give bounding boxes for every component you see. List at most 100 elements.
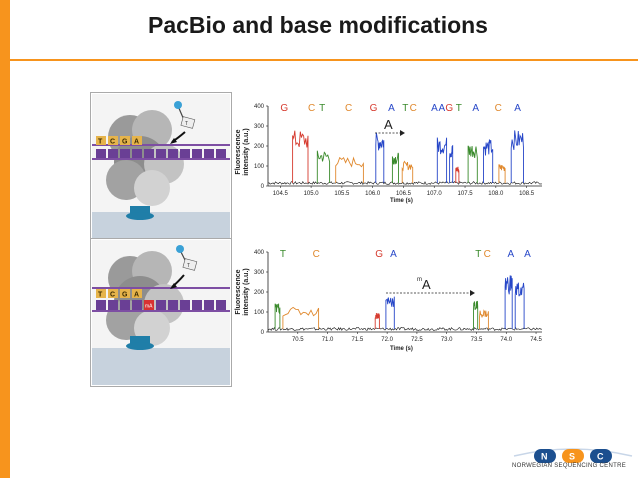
pulse-A bbox=[449, 145, 454, 183]
x-tick-label: 71.5 bbox=[352, 337, 364, 343]
pulse-A bbox=[436, 137, 448, 183]
base-call-C: C bbox=[313, 249, 320, 260]
x-tick-label: 73.0 bbox=[441, 337, 453, 343]
modified-base bbox=[144, 300, 154, 310]
base-call-C: C bbox=[410, 103, 417, 114]
base-call-A: A bbox=[439, 103, 446, 114]
labeled-nucleotide: T bbox=[170, 101, 196, 144]
template-strand: mA bbox=[96, 300, 226, 310]
baseline-trace bbox=[267, 180, 543, 185]
strand-letter: G bbox=[122, 292, 128, 299]
x-tick-label: 108.5 bbox=[519, 191, 535, 197]
y-tick-label: 300 bbox=[254, 270, 265, 276]
x-tick-label: 107.5 bbox=[458, 191, 474, 197]
pulse-C bbox=[479, 309, 489, 329]
y-tick-label: 100 bbox=[254, 310, 265, 316]
x-tick-label: 72.5 bbox=[411, 337, 423, 343]
annotation-superscript: m bbox=[417, 277, 422, 283]
strand-letter: A bbox=[134, 292, 139, 299]
x-tick-label: 72.0 bbox=[381, 337, 393, 343]
polymerase-schematic-1: T C G A T bbox=[90, 92, 232, 241]
modified-base-label: mA bbox=[145, 304, 153, 310]
pulse-A bbox=[483, 139, 494, 183]
x-tick-label: 74.5 bbox=[530, 337, 542, 343]
strand-letter: C bbox=[110, 292, 115, 299]
pulse-A bbox=[510, 130, 524, 183]
base-call-A: A bbox=[388, 103, 395, 114]
base-call-G: G bbox=[375, 249, 383, 260]
x-tick-label: 71.0 bbox=[322, 337, 334, 343]
y-tick-label: 0 bbox=[261, 330, 265, 336]
y-tick-label: 200 bbox=[254, 290, 265, 296]
x-tick-label: 105.5 bbox=[334, 191, 350, 197]
polymerase-schematic-2: mA T C G A T bbox=[90, 238, 232, 387]
pulse-G bbox=[374, 312, 380, 329]
base-call-A: A bbox=[431, 103, 438, 114]
pulse-A bbox=[375, 132, 385, 183]
strand-letter: A bbox=[134, 139, 139, 146]
synthesized-strand: T C G A bbox=[96, 136, 142, 146]
x-tick-label: 70.5 bbox=[292, 337, 304, 343]
figure-panel-2: mA T C G A T Fluorescence bbox=[90, 238, 548, 388]
x-tick-label: 73.5 bbox=[471, 337, 483, 343]
slide-title: PacBio and base modifications bbox=[148, 12, 488, 38]
logo-pill-s bbox=[562, 449, 584, 463]
base-call-A: A bbox=[514, 103, 521, 114]
base-call-A: A bbox=[390, 249, 397, 260]
base-call-C: C bbox=[345, 103, 352, 114]
base-call-G: G bbox=[280, 103, 288, 114]
pulse-C bbox=[498, 164, 506, 183]
pulse-T bbox=[473, 300, 479, 329]
base-call-T: T bbox=[280, 249, 286, 260]
base-call-C: C bbox=[308, 103, 315, 114]
y-axis-label-line1: Fluorescence bbox=[235, 269, 242, 314]
x-axis-label: Time (s) bbox=[390, 198, 413, 204]
x-tick-label: 74.0 bbox=[500, 337, 512, 343]
y-tick-label: 100 bbox=[254, 164, 265, 170]
logo-pill-c bbox=[590, 449, 612, 463]
pulse-C bbox=[282, 306, 320, 329]
trace-chart-2: Fluorescence intensity (a.u.) 400 300 200 1… bbox=[235, 249, 543, 352]
pulse-T bbox=[391, 152, 399, 183]
panel-2-svg: mA T C G A T Fluorescence bbox=[90, 238, 543, 387]
base-call-C: C bbox=[495, 103, 502, 114]
strand-letter: C bbox=[110, 139, 115, 146]
base-call-G: G bbox=[370, 103, 378, 114]
baseline-trace bbox=[267, 327, 543, 332]
logo-text: NORWEGIAN SEQUENCING CENTRE bbox=[512, 463, 626, 469]
base-call-A: A bbox=[472, 103, 479, 114]
trace-chart-1: Fluorescence intensity (a.u.) 400 300 200 1… bbox=[235, 103, 543, 204]
base-call-T: T bbox=[319, 103, 325, 114]
template-strand bbox=[96, 149, 226, 158]
pulse-A bbox=[504, 275, 513, 329]
labeled-nucleotide: T bbox=[170, 245, 198, 289]
base-call-A: A bbox=[524, 249, 531, 260]
panel-1-svg: T C G A T Fluorescence intensity (a.u.) … bbox=[90, 92, 543, 241]
x-tick-label: 106.5 bbox=[396, 191, 412, 197]
y-tick-label: 200 bbox=[254, 144, 265, 150]
logo-letter-n: N bbox=[541, 452, 548, 462]
base-call-C: C bbox=[484, 249, 491, 260]
y-tick-label: 300 bbox=[254, 124, 265, 130]
synthesized-strand: T C G A bbox=[96, 289, 142, 299]
base-call-T: T bbox=[402, 103, 408, 114]
pulse-G bbox=[455, 166, 460, 183]
y-tick-label: 400 bbox=[254, 104, 265, 110]
x-axis-label: Time (s) bbox=[390, 346, 413, 352]
y-tick-label: 0 bbox=[261, 184, 265, 190]
strand-letter: T bbox=[98, 139, 103, 146]
strand-letter: G bbox=[122, 139, 128, 146]
logo-pill-n bbox=[534, 449, 556, 463]
x-tick-label: 108.0 bbox=[488, 191, 504, 197]
chart-annotation: A bbox=[384, 117, 393, 132]
base-call-G: G bbox=[445, 103, 453, 114]
y-axis-label-line2: intensity (a.u.) bbox=[243, 128, 250, 175]
zmw-floor bbox=[92, 348, 230, 385]
zmw-floor bbox=[92, 212, 230, 239]
pulse-A bbox=[385, 296, 395, 329]
chart-annotation: A bbox=[422, 277, 431, 292]
y-axis-label-line1: Fluorescence bbox=[235, 129, 242, 174]
pulse-T bbox=[467, 145, 478, 183]
strand-letter: T bbox=[98, 292, 103, 299]
y-axis-label-line2: intensity (a.u.) bbox=[243, 268, 250, 315]
